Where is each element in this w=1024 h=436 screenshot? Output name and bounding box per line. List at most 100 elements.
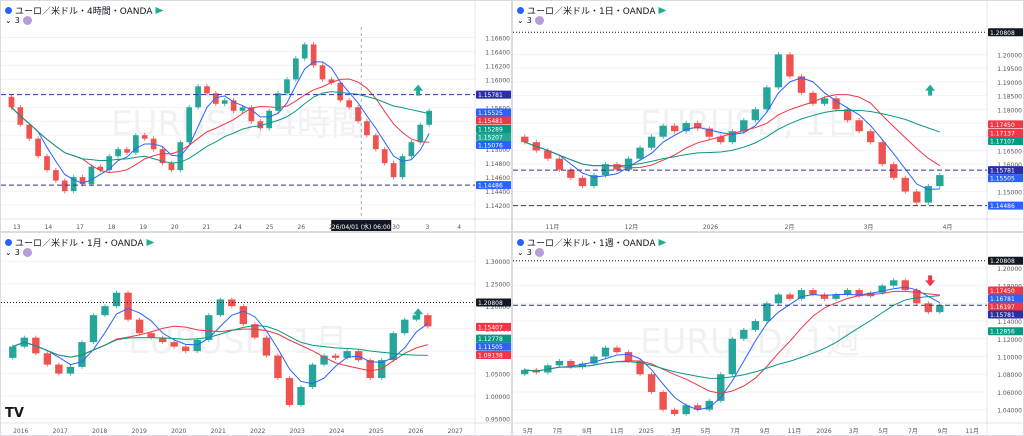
indicator-icon[interactable] — [22, 16, 32, 25]
candle-body — [417, 124, 424, 143]
candle-body — [193, 339, 201, 352]
indicator-toggle-1d[interactable]: ⌄ 3 — [517, 16, 544, 25]
x-tick-label: 11月 — [965, 428, 979, 435]
indicator-toggle-4h[interactable]: ⌄ 3 — [5, 16, 32, 25]
y-tick-label: 1.16200 — [485, 63, 510, 70]
candle-body — [262, 337, 271, 356]
candle-body — [43, 353, 52, 365]
candle-body — [647, 374, 656, 392]
chart-title-4h: ユーロ／米ドル・4時間・OANDA — [5, 4, 164, 17]
watermark: EURUSD, 4時間 — [111, 104, 365, 144]
y-tick-label: 1.30000 — [485, 259, 510, 266]
x-tick-label: 5月 — [878, 428, 888, 435]
candle-body — [567, 169, 575, 178]
chevron-down-icon[interactable]: ⌄ — [517, 16, 524, 25]
candle-body — [797, 76, 806, 93]
watermark: EURUSD, 1週 — [640, 322, 860, 362]
chevron-down-icon[interactable]: ⌄ — [5, 248, 12, 257]
indicator-toggle-1w[interactable]: ⌄ 3 — [517, 248, 544, 257]
candle-body — [740, 120, 748, 132]
indicator-count: 3 — [14, 16, 20, 25]
indicator-icon[interactable] — [534, 16, 544, 25]
indicator-icon[interactable] — [22, 248, 32, 257]
y-tick-label: 1.10000 — [997, 355, 1022, 362]
candle-body — [717, 136, 725, 143]
candle-body — [112, 292, 121, 307]
y-tick-label: 1.14400 — [485, 189, 510, 196]
candle-body — [159, 149, 166, 164]
x-tick-label: 3月 — [671, 428, 681, 435]
candle-body — [285, 378, 294, 406]
y-tick-label: 1.14600 — [485, 175, 510, 182]
x-tick-label: 2020 — [171, 428, 186, 435]
candle-body — [682, 405, 690, 415]
indicator-count: 3 — [526, 248, 532, 257]
candle-body — [636, 147, 644, 159]
flag-icon — [517, 239, 524, 246]
indicator-icon[interactable] — [534, 248, 544, 257]
candle-body — [8, 96, 15, 108]
market-status-icon — [155, 7, 164, 14]
chevron-down-icon[interactable]: ⌄ — [517, 248, 524, 257]
price-tag-label: 1.12856 — [990, 329, 1015, 336]
candle-body — [763, 87, 771, 110]
price-tag-bg — [988, 28, 1023, 37]
candle-body — [319, 65, 326, 80]
y-tick-label: 1.20000 — [997, 52, 1022, 59]
candle-body — [913, 290, 921, 304]
chart-canvas-1m[interactable]: EURUSD, 1月1.300001.250001.200001.150001.… — [1, 233, 512, 436]
chart-pane-1m[interactable]: EURUSD, 1月1.300001.250001.200001.150001.… — [0, 232, 512, 436]
price-tag-label: 1.17107 — [990, 138, 1015, 145]
price-tag-label: 1.14486 — [478, 183, 503, 190]
candle-body — [61, 180, 68, 192]
x-tick-label: 24 — [234, 224, 242, 231]
chart-pane-1w[interactable]: EURUSD, 1週1.200001.180001.160001.140001.… — [512, 232, 1024, 436]
x-tick-label: 2024 — [329, 428, 344, 435]
candle-body — [728, 131, 736, 143]
candle-body — [578, 363, 587, 368]
x-tick-label: 21 — [203, 224, 211, 231]
x-tick-label: 30 — [392, 224, 400, 231]
candle-body — [124, 292, 132, 320]
x-tick-label: 12月 — [625, 224, 639, 231]
crosshair-time-bg — [331, 220, 392, 231]
candle-body — [694, 123, 702, 129]
y-tick-label: 1.16600 — [485, 35, 510, 42]
x-tick-label: 7月 — [908, 428, 918, 435]
candle-body — [740, 329, 748, 339]
chart-canvas-1d[interactable]: EURUSD, 1日 1.20000 1.19500 1.19000 1.18500 1.… — [513, 1, 1024, 232]
price-tag-label: 1.15076 — [478, 143, 503, 150]
candle-body — [266, 110, 273, 129]
candle-body — [426, 110, 433, 125]
candle-body — [195, 86, 201, 108]
candle-body — [936, 305, 944, 313]
arrow-up-icon — [925, 84, 936, 96]
chart-canvas-4h[interactable]: EURUSD, 4時間 1.16600 1.16400 1.16200 1.16000 1… — [1, 1, 512, 232]
candle-body — [774, 54, 783, 88]
chart-pane-1d[interactable]: EURUSD, 1日 1.20000 1.19500 1.19000 1.18500 1.… — [512, 0, 1024, 232]
chart-pane-4h[interactable]: EURUSD, 4時間 1.16600 1.16400 1.16200 1.16000 1… — [0, 0, 512, 232]
candle-body — [141, 135, 148, 139]
price-tag-label: 1.15525 — [478, 110, 503, 117]
y-tick-label: 1.00000 — [485, 394, 510, 401]
candle-body — [659, 391, 667, 410]
candle-body — [670, 409, 679, 415]
indicator-toggle-1m[interactable]: ⌄ 3 — [5, 248, 32, 257]
y-tick-label: 1.18000 — [997, 107, 1022, 114]
x-tick-label: 7月 — [553, 428, 563, 435]
x-tick-label: 20 — [171, 224, 179, 231]
price-tag-label: 1.15481 — [478, 118, 503, 125]
price-tag-label: 1.20808 — [990, 30, 1015, 37]
price-tag-bg — [988, 136, 1023, 145]
chart-title-1d: ユーロ／米ドル・1日・OANDA — [517, 4, 667, 17]
candle-body — [320, 355, 328, 365]
candle-body — [809, 92, 817, 104]
ma-line-long — [524, 109, 941, 167]
candle-body — [343, 351, 351, 358]
candle-body — [115, 149, 121, 157]
chevron-down-icon[interactable]: ⌄ — [5, 16, 12, 25]
candle-body — [97, 166, 104, 171]
tradingview-logo[interactable]: TV — [5, 406, 24, 421]
price-tag-label: 1.20808 — [990, 258, 1015, 265]
chart-canvas-1w[interactable]: EURUSD, 1週1.200001.180001.160001.140001.… — [513, 233, 1024, 436]
